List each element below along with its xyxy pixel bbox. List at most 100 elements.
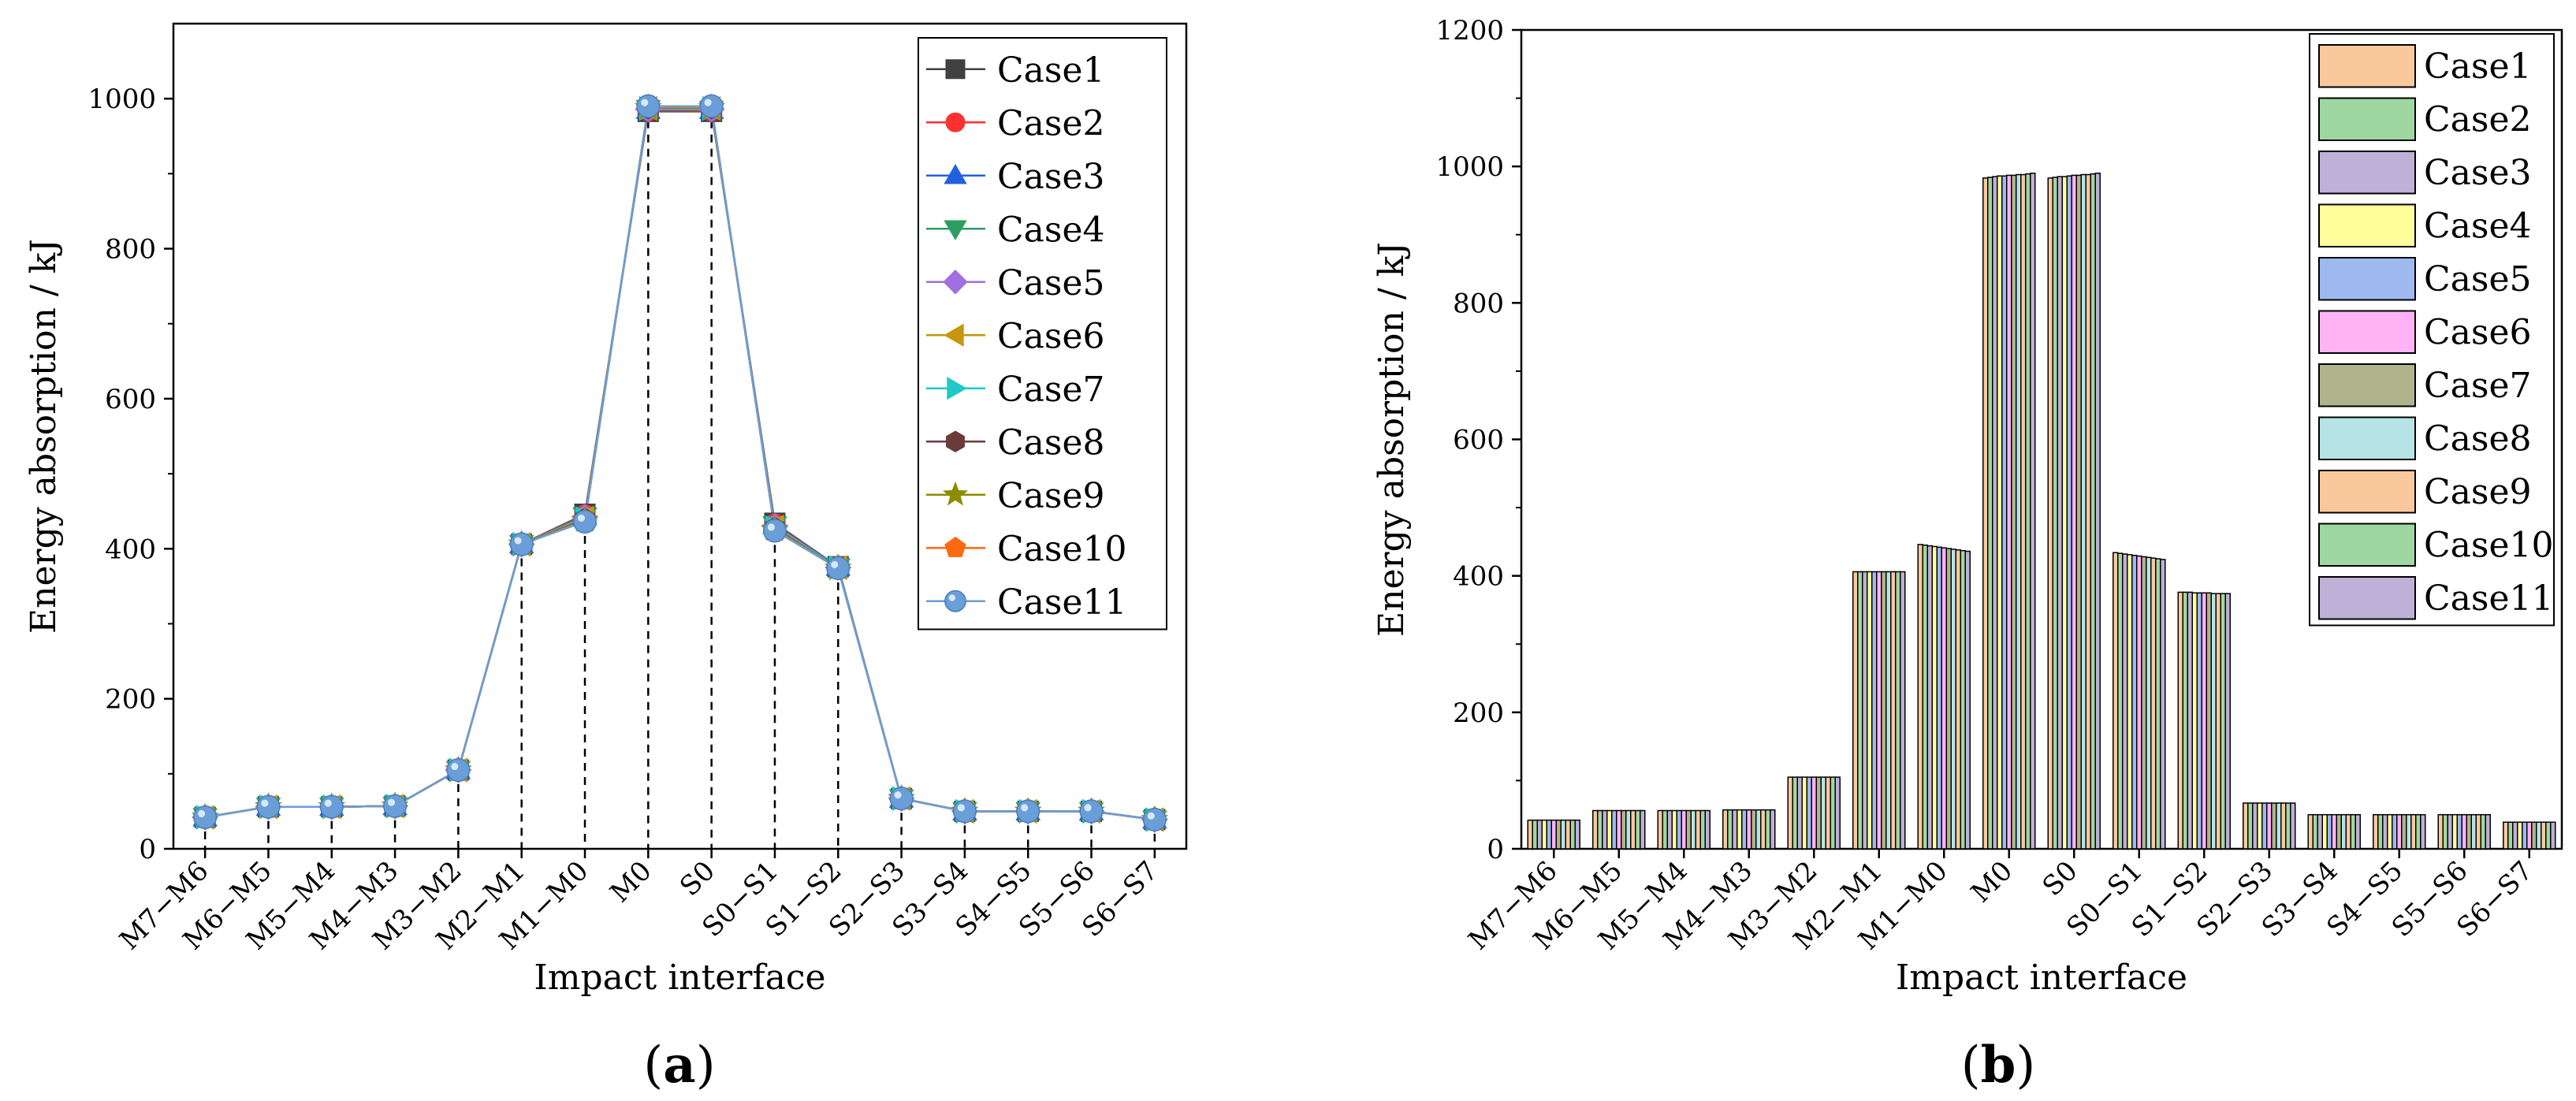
panel-b-bar-case11-m7-m6 (1574, 819, 1580, 850)
panel-b-bar-case3-s0 (2057, 176, 2063, 850)
panel-a-point-case11-s5-s6 (1079, 799, 1104, 824)
panel-b-bar-case10-s1-s2 (2220, 593, 2226, 850)
panel-b-bar-case11-s0-s1 (2160, 559, 2166, 850)
panel-b-bar-case11-s0 (2094, 173, 2101, 850)
panel-b-bar-case5-s0-s1 (2131, 554, 2138, 850)
panel-b-legend-label-case6: Case6 (2424, 312, 2532, 352)
panel-b-bar-case9-m0 (2020, 173, 2027, 850)
panel-b-bar-case1-m3-m2 (1787, 776, 1793, 850)
panel-b-bar-case6-s0 (2071, 174, 2077, 850)
panel-b-bar-case10-s4-s5 (2415, 813, 2422, 850)
panel-b-bar-case8-m6-m5 (1625, 809, 1632, 850)
panel-b-x-axis-title: Impact interface (1896, 958, 2187, 998)
panel-b-y-axis-title: Energy absorption / kJ (1372, 242, 1412, 637)
panel-b-bar-case2-s0 (2052, 177, 2058, 850)
panel-b-legend-swatch-case1 (2318, 44, 2416, 88)
panel-b-bar-case7-m2-m1 (1881, 571, 1887, 850)
panel-b-y-tick-label: 800 (1453, 288, 1504, 319)
panel-b-bar-case8-m0 (2016, 173, 2022, 850)
panel-b-bar-case1-s4-s5 (2373, 813, 2379, 850)
panel-b-bar-case7-s2-s3 (2271, 802, 2277, 850)
panel-a-point-case11-m2-m1-highlight (514, 537, 522, 545)
panel-b-y-tick-label: 1000 (1435, 151, 1504, 183)
panel-b-legend-swatch-case6 (2318, 310, 2416, 354)
panel-b-y-tick-label: 0 (1487, 834, 1504, 865)
panel-b-bar-case2-m7-m6 (1532, 819, 1538, 850)
panel-b-bar-case7-m4-m3 (1751, 809, 1757, 850)
panel-a-point-case11-m7-m6-highlight (198, 809, 206, 818)
panel-b-bar-case2-m4-m3 (1727, 809, 1733, 850)
panel-b-bar-case8-s0-s1 (2146, 556, 2152, 850)
panel-b-bar-case3-s4-s5 (2382, 813, 2388, 850)
panel-b-bar-case11-m1-m0 (1964, 550, 1971, 850)
panel-b-bar-case2-m5-m4 (1662, 809, 1668, 850)
panel-b-bar-case8-m1-m0 (1950, 549, 1956, 850)
panel-a-legend-label-case5: Case5 (997, 263, 1105, 303)
panel-a-point-case11-s6-s7 (1142, 807, 1167, 831)
panel-b-bar-case10-s3-s4 (2350, 813, 2356, 850)
panel-b-bar-case9-s3-s4 (2345, 813, 2351, 850)
panel-b-bar-case4-s5-s6 (2451, 813, 2458, 850)
panel-b-bar-case11-s2-s3 (2290, 802, 2296, 850)
panel-b-bar-case1-m0 (1982, 177, 1989, 850)
panel-b-bar-case6-s0-s1 (2136, 555, 2142, 850)
panel-b-bar-case4-s6-s7 (2517, 821, 2523, 850)
panel-b-bar-case5-m5-m4 (1676, 809, 1682, 850)
panel-b-bar-case11-s5-s6 (2485, 813, 2491, 850)
panel-b-bar-case3-m1-m0 (1926, 545, 1933, 850)
panel-a-point-case11-m2-m1 (509, 532, 534, 556)
panel-b-legend-label-case1: Case1 (2424, 46, 2532, 87)
panel-b-bar-case3-m2-m1 (1862, 571, 1868, 850)
panel-b-legend-label-case3: Case3 (2424, 153, 2532, 193)
panel-a-point-case11-s0-highlight (704, 99, 712, 106)
panel-b-legend-label-case8: Case8 (2424, 418, 2532, 459)
panel-a-legend-marker-case2 (945, 112, 966, 132)
panel-b-bar-case8-s0 (2080, 173, 2086, 850)
panel-b-legend-swatch-case7 (2318, 363, 2416, 407)
panel-b-bar-case1-m1-m0 (1917, 544, 1923, 850)
panel-b-bar-case9-s0-s1 (2150, 557, 2157, 850)
panel-b-bar-case4-s1-s2 (2191, 592, 2198, 850)
panel-b-bar-case8-s3-s4 (2340, 813, 2347, 850)
panel-b-bar-case6-m0 (2006, 174, 2012, 850)
panel-b-bar-case4-m0 (1997, 175, 2003, 850)
panel-a-legend-label-case6: Case6 (997, 316, 1105, 356)
panel-a-point-case11-m5-m4 (319, 794, 344, 819)
panel-a-point-case11-m0 (636, 94, 661, 118)
panel-b-bar-case10-s0-s1 (2155, 558, 2161, 850)
panel-b-y-tick-label: 200 (1453, 697, 1504, 729)
panel-b-bar-case3-s2-s3 (2252, 802, 2258, 850)
panel-b-bar-case2-s4-s5 (2377, 813, 2384, 850)
panel-b-bar-case9-m3-m2 (1825, 776, 1831, 850)
panel-a-y-tick-label: 800 (105, 234, 156, 266)
panel-a-y-axis-title: Energy absorption / kJ (24, 239, 64, 634)
panel-b-bar-case2-s3-s4 (2312, 813, 2318, 850)
panel-b-bar-chart: 020040060080010001200M7−M6M6−M5M5−M4M4−M… (1372, 15, 2563, 998)
panel-b-x-tick-label-m0: M0 (1965, 855, 2019, 909)
panel-b-bar-case1-m6-m5 (1592, 809, 1599, 850)
panel-b-bar-case10-s5-s6 (2480, 813, 2486, 850)
panel-b-bar-case11-m6-m5 (1640, 809, 1646, 850)
panel-b-bar-case6-m3-m2 (1811, 776, 1817, 850)
panel-b-bar-case9-m4-m3 (1760, 809, 1766, 850)
panel-b-bar-case10-m6-m5 (1635, 809, 1641, 850)
panel-a-legend-marker-case11-highlight (948, 594, 956, 601)
panel-b-bar-case5-s6-s7 (2522, 821, 2528, 850)
panel-a-point-case11-m4-m3-highlight (387, 798, 396, 806)
panel-b-bar-case1-m7-m6 (1527, 819, 1533, 850)
panel-b-legend-swatch-case5 (2318, 257, 2416, 301)
panel-a-legend-label-case7: Case7 (997, 370, 1105, 410)
panel-b-bar-case7-s4-s5 (2401, 813, 2407, 850)
panel-b-bar-case5-s4-s5 (2392, 813, 2398, 850)
panel-b-bar-case11-s6-s7 (2550, 821, 2556, 850)
panel-b-bar-case6-s1-s2 (2201, 592, 2207, 850)
panel-b-bar-case1-s0-s1 (2113, 552, 2119, 850)
panel-b-bar-case6-s4-s5 (2396, 813, 2403, 850)
panel-b-bar-case3-m5-m4 (1666, 809, 1673, 850)
panel-b-bar-case8-s6-s7 (2536, 821, 2542, 850)
panel-a-point-case11-m4-m3 (383, 794, 408, 818)
panel-a-point-case11-s0-s1 (762, 519, 787, 543)
panel-b-bar-case10-m0 (2025, 173, 2031, 850)
panel-a-point-case11-m3-m2 (446, 758, 471, 783)
